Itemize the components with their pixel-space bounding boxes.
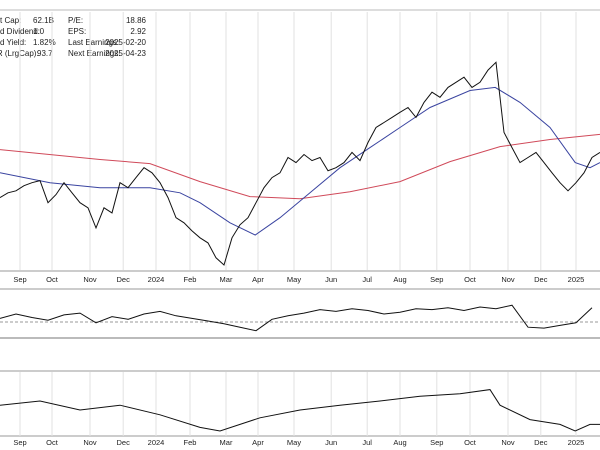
x-tick-label: 2024 <box>148 438 165 447</box>
stat-value: 1.0 <box>33 27 45 36</box>
series-line <box>0 86 600 236</box>
stat-value: 18.86 <box>126 16 147 25</box>
x-tick-label: Nov <box>83 275 97 284</box>
x-tick-label: Nov <box>83 438 97 447</box>
x-tick-label: Jun <box>325 275 337 284</box>
stat-value: 62.1B <box>33 16 54 25</box>
x-tick-label: Apr <box>252 438 264 447</box>
x-tick-label: Dec <box>534 275 548 284</box>
header: t Cap: 62.1B d Dividend: 1.0 d Yield: 1.… <box>0 16 147 58</box>
x-tick-label: Mar <box>220 438 233 447</box>
x-tick-label: Sep <box>13 438 26 447</box>
series-line <box>0 61 600 266</box>
x-tick-label: Feb <box>184 438 197 447</box>
x-tick-label: Oct <box>464 275 477 284</box>
x-tick-label: Sep <box>430 275 443 284</box>
series-line <box>0 304 593 332</box>
x-tick-label: Oct <box>46 275 59 284</box>
x-tick-label: Mar <box>220 275 233 284</box>
stat-value: 2025-02-20 <box>105 38 146 47</box>
x-tick-label: 2024 <box>148 275 165 284</box>
x-tick-label: Apr <box>252 275 264 284</box>
series-line <box>0 133 600 200</box>
stat-label: EPS: <box>68 27 86 36</box>
x-tick-label: Oct <box>46 438 59 447</box>
stat-label: t Cap: <box>0 16 21 25</box>
x-tick-label: 2025 <box>568 438 585 447</box>
x-tick-label: Dec <box>534 438 548 447</box>
x-tick-label: Sep <box>13 275 26 284</box>
x-tick-label: Dec <box>117 438 131 447</box>
series-line <box>0 389 600 432</box>
stat-label: Next Earnings: <box>68 49 120 58</box>
x-tick-label: May <box>287 275 301 284</box>
stat-value: 2025-04-23 <box>105 49 146 58</box>
x-tick-label: 2025 <box>568 275 585 284</box>
x-tick-label: Jul <box>362 438 372 447</box>
stat-value: 2.92 <box>130 27 146 36</box>
x-tick-label: Sep <box>430 438 443 447</box>
stat-value: 93.7 <box>37 49 53 58</box>
stat-value: 1.82% <box>33 38 56 47</box>
x-tick-label: Oct <box>464 438 477 447</box>
x-tick-label: Dec <box>117 275 131 284</box>
x-tick-label: Nov <box>501 275 515 284</box>
stat-label: P/E: <box>68 16 83 25</box>
x-tick-label: Aug <box>393 275 406 284</box>
x-tick-label: May <box>287 438 301 447</box>
stat-label: TR (LrgCap): <box>0 49 39 58</box>
x-tick-label: Feb <box>184 275 197 284</box>
x-tick-label: Jun <box>325 438 337 447</box>
x-tick-label: Aug <box>393 438 406 447</box>
x-tick-label: Nov <box>501 438 515 447</box>
stat-label: d Yield: <box>0 38 26 47</box>
stat-label: Last Earnings: <box>68 38 119 47</box>
x-tick-label: Jul <box>362 275 372 284</box>
